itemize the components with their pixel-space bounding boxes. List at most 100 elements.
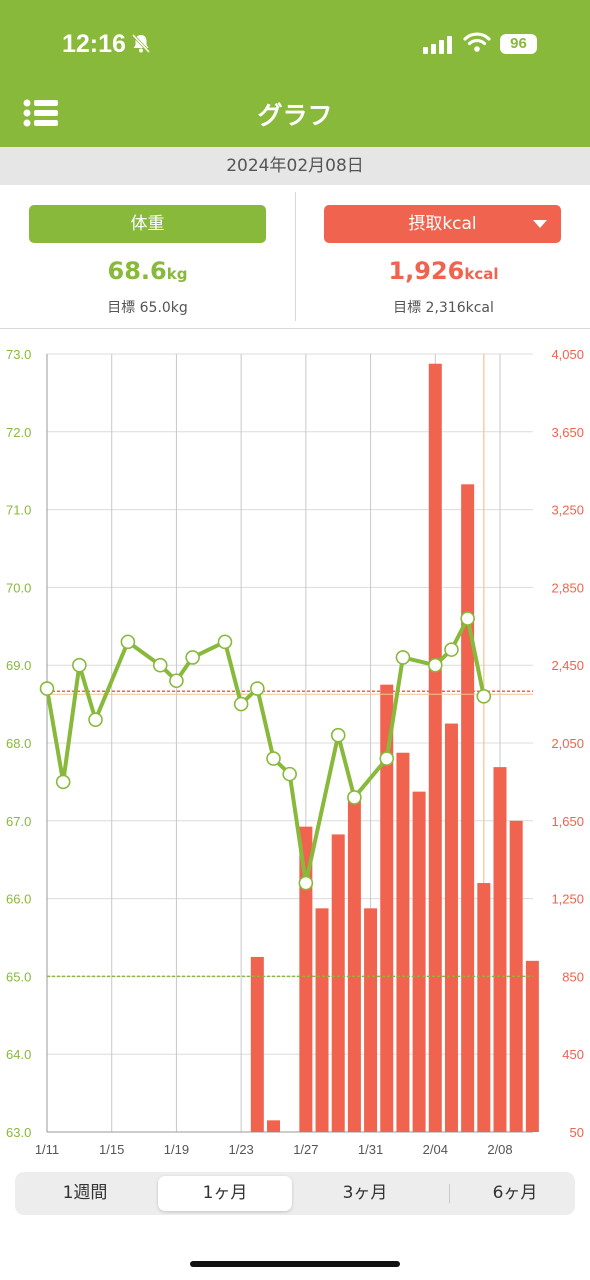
weight-point — [39, 681, 55, 696]
weight-metric-button[interactable]: 体重 — [29, 205, 266, 243]
y-right-tick-label: 4,050 — [551, 347, 584, 362]
weight-point — [347, 790, 362, 805]
x-tick-label: 1/19 — [164, 1142, 189, 1157]
kcal-bar — [412, 791, 426, 1132]
kcal-bar — [461, 484, 475, 1132]
weight-point — [460, 611, 475, 626]
y-left-tick-label: 73.0 — [6, 347, 31, 362]
kcal-target: 目標 2,316kcal — [393, 300, 494, 316]
range-separator — [449, 1184, 450, 1203]
kcal-metric-dropdown[interactable]: 摂取kcal — [324, 205, 561, 243]
y-right-tick-label: 450 — [562, 1047, 584, 1062]
y-left-tick-label: 71.0 — [6, 503, 31, 518]
kcal-bar — [509, 820, 523, 1132]
kcal-bar — [493, 767, 507, 1132]
kcal-bar — [364, 908, 378, 1132]
page-title: グラフ — [257, 101, 333, 130]
kcal-bar — [428, 363, 442, 1133]
x-tick-label: 2/08 — [487, 1142, 512, 1157]
menu-icon[interactable] — [23, 98, 59, 128]
bell-muted-icon — [131, 33, 151, 54]
kcal-bar — [525, 960, 539, 1132]
kcal-value: 1,926kcal — [296, 257, 590, 285]
battery-indicator: 96 — [500, 34, 537, 54]
weight-point — [217, 634, 233, 650]
kcal-bar — [299, 826, 313, 1132]
x-tick-label: 1/27 — [293, 1142, 318, 1157]
weight-point — [379, 751, 395, 766]
x-tick-label: 1/15 — [99, 1142, 124, 1157]
weight-panel: 体重 68.6kg 目標 65.0kg — [0, 185, 295, 328]
y-left-tick-label: 63.0 — [6, 1125, 31, 1140]
weight-point — [88, 712, 103, 727]
kcal-metric-label: 摂取kcal — [408, 214, 477, 234]
y-right-tick-label: 1,250 — [551, 892, 584, 907]
kcal-number: 1,926 — [388, 257, 465, 285]
weight-point — [330, 727, 346, 743]
y-right-tick-label: 2,850 — [551, 580, 584, 595]
x-tick-label: 1/11 — [35, 1142, 59, 1157]
weight-point — [427, 657, 443, 673]
y-left-tick-label: 65.0 — [6, 969, 31, 984]
weight-point — [55, 774, 71, 790]
kcal-bar — [267, 1120, 280, 1132]
weight-point — [120, 634, 136, 650]
y-right-tick-label: 3,250 — [551, 503, 584, 518]
weight-point — [185, 650, 200, 665]
cellular-signal-icon — [423, 36, 452, 54]
weight-point — [282, 766, 297, 782]
weight-point — [298, 875, 314, 891]
y-right-tick-label: 850 — [562, 969, 584, 984]
kcal-panel: 摂取kcal 1,926kcal 目標 2,316kcal — [296, 185, 590, 328]
y-left-tick-label: 67.0 — [6, 814, 31, 829]
range-tab-1-month[interactable]: 1ヶ月 — [158, 1176, 292, 1211]
weight-point — [476, 689, 492, 704]
weight-point — [395, 650, 411, 665]
y-left-tick-label: 70.0 — [6, 580, 31, 595]
x-tick-label: 1/23 — [228, 1142, 253, 1157]
weight-point — [152, 657, 168, 673]
y-left-tick-label: 72.0 — [6, 425, 31, 440]
kcal-bar — [396, 752, 410, 1132]
status-time: 12:16 — [62, 30, 126, 58]
y-left-tick-label: 69.0 — [6, 658, 31, 673]
kcal-bar — [250, 956, 264, 1132]
kcal-unit: kcal — [464, 265, 499, 283]
kcal-bar — [444, 723, 458, 1132]
weight-number: 68.6 — [107, 257, 167, 285]
y-left-tick-label: 66.0 — [6, 892, 31, 907]
panel-divider — [295, 192, 296, 321]
weight-target: 目標 65.0kg — [107, 300, 188, 316]
weight-point — [169, 673, 184, 689]
weight-kcal-chart[interactable]: 73.0 4,050 72.0 3,650 71.0 3,250 70.0 2,850 69.0… — [0, 340, 590, 1160]
x-tick-label: 2/04 — [423, 1142, 448, 1157]
kcal-bar — [315, 908, 329, 1132]
kcal-bar — [331, 834, 345, 1132]
y-right-tick-label: 1,650 — [551, 814, 584, 829]
weight-point — [72, 657, 87, 673]
y-left-tick-label: 68.0 — [6, 736, 31, 751]
range-tab-6-months[interactable]: 6ヶ月 — [492, 1183, 538, 1203]
range-selector: 1週間 1ヶ月 3ヶ月 6ヶ月 — [15, 1172, 575, 1215]
dropdown-caret-icon — [533, 220, 547, 228]
weight-line — [45, 616, 486, 886]
weight-point — [233, 696, 249, 712]
kcal-bar — [347, 799, 361, 1132]
date-label: 2024年02月08日 — [0, 147, 590, 185]
weight-value: 68.6kg — [0, 257, 295, 285]
weight-point — [250, 681, 265, 696]
range-tab-3-months[interactable]: 3ヶ月 — [342, 1183, 388, 1203]
y-right-tick-label: 50 — [570, 1125, 584, 1140]
y-right-tick-label: 3,650 — [551, 425, 584, 440]
home-indicator — [190, 1261, 400, 1267]
range-tab-1-week[interactable]: 1週間 — [62, 1183, 108, 1203]
y-right-tick-label: 2,450 — [551, 658, 584, 673]
weight-point — [266, 751, 281, 766]
kcal-bar — [380, 684, 394, 1132]
y-left-tick-label: 64.0 — [6, 1047, 31, 1062]
x-tick-label: 1/31 — [358, 1142, 383, 1157]
y-right-tick-label: 2,050 — [551, 736, 584, 751]
weight-unit: kg — [166, 265, 188, 283]
weight-point — [444, 642, 459, 657]
section-divider — [0, 328, 590, 329]
